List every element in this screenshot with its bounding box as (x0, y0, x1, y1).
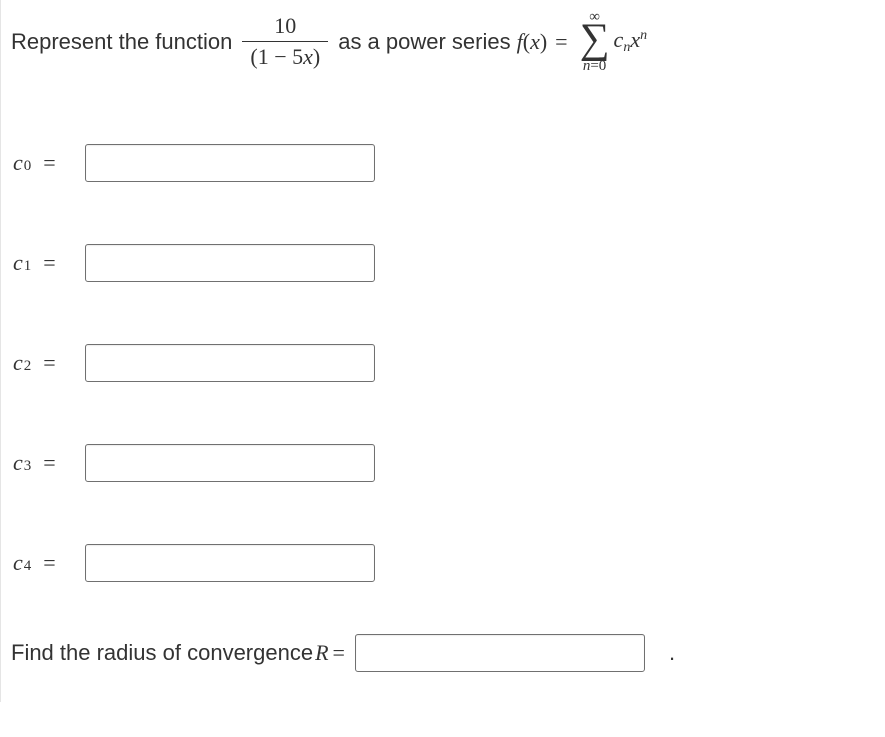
term-x-sup: n (640, 28, 647, 43)
radius-period: . (669, 640, 675, 666)
radius-R: R (315, 640, 328, 666)
sigma-lower-limit: n=0 (583, 59, 606, 74)
fraction-den-close: ) (313, 44, 320, 69)
coef-row-1: c1= (11, 244, 885, 282)
radius-text: Find the radius of convergence (11, 640, 313, 666)
fraction: 10 (1 − 5x) (242, 13, 328, 70)
coef-input-0[interactable] (85, 144, 375, 182)
fx-open: ( (523, 29, 530, 55)
fx-arg: x (530, 29, 540, 55)
term-c: c (614, 27, 624, 52)
coef-row-0: c0= (11, 144, 885, 182)
coef-input-3[interactable] (85, 444, 375, 482)
fraction-den-open: (1 − 5 (250, 44, 303, 69)
coef-label-4: c4= (13, 550, 85, 576)
coef-row-3: c3= (11, 444, 885, 482)
series-term: cnxn (614, 27, 648, 56)
equals-sign: = (555, 29, 567, 55)
fraction-denominator: (1 − 5x) (242, 41, 328, 70)
fx-close: ) (540, 29, 547, 55)
coef-row-2: c2= (11, 344, 885, 382)
coef-input-1[interactable] (85, 244, 375, 282)
coef-input-2[interactable] (85, 344, 375, 382)
prompt-line: Represent the function 10 (1 − 5x) as a … (11, 10, 885, 74)
radius-input[interactable] (355, 634, 645, 672)
sigma-block: ∞ ∑ n=0 (580, 10, 610, 74)
question-container: Represent the function 10 (1 − 5x) as a … (0, 0, 885, 702)
series-expression: f(x) = ∞ ∑ n=0 cnxn (517, 10, 647, 74)
sigma-symbol: ∑ (580, 23, 610, 57)
radius-row: Find the radius of convergence R = . (11, 634, 885, 672)
coef-label-0: c0= (13, 150, 85, 176)
term-x: x (630, 27, 640, 52)
coef-label-3: c3= (13, 450, 85, 476)
fraction-den-var: x (303, 44, 313, 69)
radius-equals: = (333, 640, 345, 666)
coef-label-2: c2= (13, 350, 85, 376)
fraction-numerator: 10 (266, 13, 304, 41)
coef-row-4: c4= (11, 544, 885, 582)
prompt-mid-text: as a power series (338, 29, 510, 55)
prompt-lead-text: Represent the function (11, 29, 232, 55)
coef-input-4[interactable] (85, 544, 375, 582)
coef-label-1: c1= (13, 250, 85, 276)
